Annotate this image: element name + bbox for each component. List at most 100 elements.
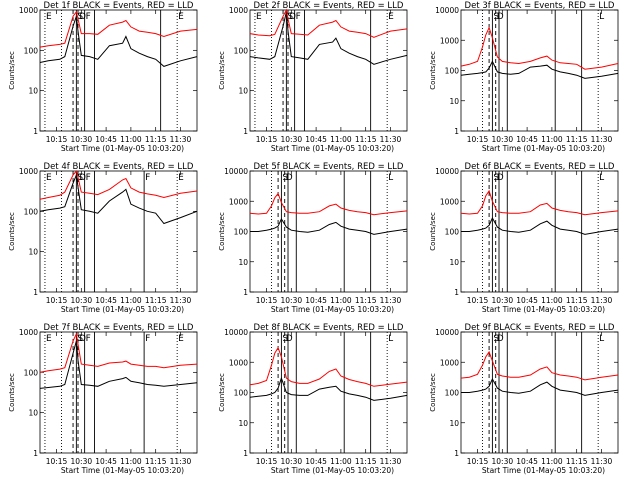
x-tick-label: 10:15 xyxy=(256,135,278,144)
x-axis-label: Start Time (01-May-05 10:03:20) xyxy=(61,144,184,153)
x-tick-label: 11:15 xyxy=(355,135,377,144)
y-tick-label: 10 xyxy=(449,258,459,267)
time-marker-label: D xyxy=(286,334,293,344)
y-tick-label: 1 xyxy=(33,288,38,297)
panel-det-8: Det 8f BLACK = Events, RED = LLD 1 10 100 10… xyxy=(218,323,408,475)
x-tick-label: 10:15 xyxy=(256,296,278,305)
x-axis-label: Start Time (01-May-05 10:03:20) xyxy=(61,305,184,314)
x-tick-label: 11:15 xyxy=(355,296,377,305)
plot-frame xyxy=(460,170,619,293)
series-line-events xyxy=(249,11,408,65)
panel-det-1: Det 1f BLACK = Events, RED = LLD 1 10 100 10… xyxy=(8,1,198,153)
y-tick-label: 1 xyxy=(454,288,459,297)
series-line-lld xyxy=(39,169,198,200)
y-tick-label: 1 xyxy=(243,449,248,458)
y-tick-label: 10 xyxy=(28,248,38,257)
plot-frame xyxy=(460,331,619,454)
time-marker-label: S xyxy=(282,334,288,344)
time-marker-label: F xyxy=(145,173,150,183)
time-marker-label: D xyxy=(289,12,296,22)
x-tick-label: 10:15 xyxy=(467,135,489,144)
time-marker-label: S xyxy=(493,173,499,183)
panel-det-2: Det 2f BLACK = Events, RED = LLD 1 10 100 10… xyxy=(218,1,408,153)
x-tick-label: 10:30 xyxy=(492,457,514,466)
panel-title: Det 3f BLACK = Events, RED = LLD xyxy=(465,1,615,11)
x-tick-label: 11:00 xyxy=(330,457,352,466)
time-marker-label: D xyxy=(79,173,86,183)
y-tick-label: 1000 xyxy=(440,358,459,367)
x-tick-label: 11:15 xyxy=(145,457,167,466)
panel-title: Det 1f BLACK = Events, RED = LLD xyxy=(44,1,194,11)
x-tick-label: 10:30 xyxy=(71,457,93,466)
series-line-events xyxy=(249,376,408,401)
y-tick-label: 100 xyxy=(24,368,39,377)
x-tick-label: 10:45 xyxy=(516,457,538,466)
series-line-lld xyxy=(460,350,619,381)
panel-det-6: Det 6f BLACK = Events, RED = LLD 1 10 100 10… xyxy=(429,162,619,314)
plot-frame xyxy=(460,9,619,132)
x-tick-label: 10:45 xyxy=(305,457,327,466)
x-axis-label: Start Time (01-May-05 10:03:20) xyxy=(482,466,605,475)
x-tick-label: 11:30 xyxy=(380,296,402,305)
series-line-lld xyxy=(249,346,408,387)
time-marker-label: L xyxy=(388,173,393,183)
x-tick-label: 10:45 xyxy=(516,135,538,144)
y-tick-label: 1000 xyxy=(19,328,38,337)
x-axis-label: Start Time (01-May-05 10:03:20) xyxy=(482,144,605,153)
y-tick-label: 10000 xyxy=(435,328,459,337)
series-line-events xyxy=(39,16,198,67)
x-tick-label: 11:15 xyxy=(145,135,167,144)
y-tick-label: 10 xyxy=(238,419,248,428)
y-tick-label: 1000 xyxy=(440,36,459,45)
x-axis-label: Start Time (01-May-05 10:03:20) xyxy=(271,144,394,153)
series-line-lld xyxy=(249,8,408,38)
y-tick-label: 10 xyxy=(238,87,248,96)
x-tick-label: 10:45 xyxy=(516,296,538,305)
x-tick-label: 11:30 xyxy=(170,296,192,305)
time-marker-label: E xyxy=(178,173,184,183)
panel-det-7: Det 7f BLACK = Events, RED = LLD 1 10 100 10… xyxy=(8,323,198,475)
time-marker-label: F xyxy=(86,12,91,22)
y-tick-label: 1 xyxy=(454,127,459,136)
x-tick-label: 11:30 xyxy=(380,457,402,466)
y-axis-label: Counts/sec xyxy=(218,212,226,251)
x-tick-label: 11:00 xyxy=(541,296,563,305)
time-marker-label: E xyxy=(46,12,52,22)
time-marker-label: E xyxy=(178,334,184,344)
panel-title: Det 7f BLACK = Events, RED = LLD xyxy=(44,323,194,333)
y-tick-label: 10000 xyxy=(224,328,248,337)
time-marker-label: F xyxy=(86,173,91,183)
y-tick-label: 1000 xyxy=(440,197,459,206)
x-tick-label: 10:30 xyxy=(492,296,514,305)
time-marker-label: S xyxy=(77,12,83,22)
x-tick-label: 11:00 xyxy=(541,135,563,144)
x-tick-label: 10:45 xyxy=(95,457,117,466)
series-line-lld xyxy=(249,192,408,216)
series-line-events xyxy=(250,217,408,235)
x-tick-label: 10:30 xyxy=(492,135,514,144)
time-marker-label: D xyxy=(79,12,86,22)
series-line-events xyxy=(39,172,198,225)
panel-det-4: Det 4f BLACK = Events, RED = LLD 1 10 100 10… xyxy=(8,162,198,314)
y-tick-label: 1 xyxy=(243,127,248,136)
y-axis-label: Counts/sec xyxy=(8,51,16,90)
panel-title: Det 8f BLACK = Events, RED = LLD xyxy=(254,323,404,333)
time-marker-label: D xyxy=(497,334,504,344)
time-marker-label: E xyxy=(46,334,52,344)
x-tick-label: 11:30 xyxy=(591,135,613,144)
plot-frame xyxy=(249,170,408,293)
y-tick-label: 1 xyxy=(33,449,38,458)
y-tick-label: 10 xyxy=(28,87,38,96)
time-marker-label: F xyxy=(86,334,91,344)
time-marker-label: D xyxy=(79,334,86,344)
panel-det-5: Det 5f BLACK = Events, RED = LLD 1 10 100 10… xyxy=(218,162,408,314)
y-tick-label: 1000 xyxy=(19,167,38,176)
x-tick-label: 11:30 xyxy=(591,457,613,466)
y-tick-label: 100 xyxy=(445,389,460,398)
series-line-events xyxy=(461,377,619,396)
x-tick-label: 10:15 xyxy=(467,457,489,466)
time-marker-label: L xyxy=(599,12,604,22)
time-marker-label: F xyxy=(296,12,301,22)
x-tick-label: 11:00 xyxy=(330,296,352,305)
x-tick-label: 11:00 xyxy=(120,457,142,466)
